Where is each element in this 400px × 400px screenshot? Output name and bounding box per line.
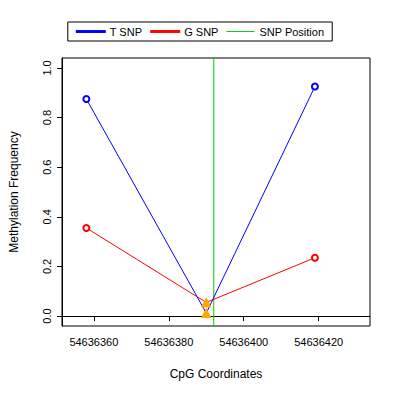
svg-text:G SNP: G SNP (184, 26, 218, 38)
svg-text:CpG Coordinates: CpG Coordinates (170, 367, 263, 381)
svg-text:0.4: 0.4 (41, 209, 53, 224)
svg-text:54636380: 54636380 (144, 336, 193, 348)
svg-text:0.2: 0.2 (41, 259, 53, 274)
svg-text:SNP Position: SNP Position (259, 26, 324, 38)
svg-text:0.6: 0.6 (41, 160, 53, 175)
svg-text:54636360: 54636360 (69, 336, 118, 348)
svg-text:T SNP: T SNP (110, 26, 142, 38)
svg-text:54636420: 54636420 (294, 336, 343, 348)
svg-text:1.0: 1.0 (41, 60, 53, 75)
svg-text:Methylation Frequency: Methylation Frequency (7, 131, 21, 252)
svg-text:0.8: 0.8 (41, 110, 53, 125)
svg-text:0.0: 0.0 (41, 308, 53, 323)
svg-text:54636400: 54636400 (219, 336, 268, 348)
